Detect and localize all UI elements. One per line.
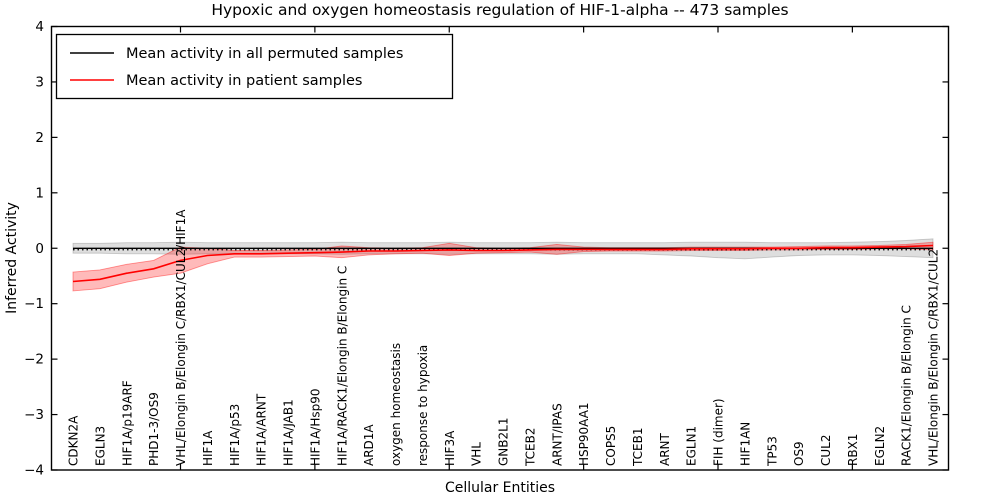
category-label: oxygen homeostasis	[389, 343, 403, 466]
category-label: HIF1AN	[738, 422, 752, 466]
y-axis-label: Inferred Activity	[4, 202, 20, 314]
category-label: GNB2L1	[497, 418, 511, 466]
category-label: TP53	[765, 436, 779, 467]
y-tick-label: 1	[35, 185, 44, 201]
y-tick-label: 2	[35, 130, 44, 146]
category-label: EGLN2	[873, 426, 887, 466]
category-label: COPS5	[604, 426, 618, 466]
category-label: ARD1A	[362, 424, 376, 466]
category-label: HIF1A/Hsp90	[308, 388, 322, 466]
y-tick-label: −2	[24, 352, 44, 368]
category-label: HIF1A/p19ARF	[120, 380, 134, 466]
category-label: HIF1A/RACK1/Elongin B/Elongin C	[335, 266, 349, 466]
category-label: HIF3A	[443, 430, 457, 466]
legend-box	[55, 33, 454, 100]
category-label: VHL/Elongin B/Elongin C/RBX1/CUL2	[927, 249, 941, 466]
category-label: ARNT/IPAS	[550, 403, 564, 466]
category-label: HIF1A/JAB1	[282, 399, 296, 466]
plot-area: 4 3 2 1 0 −1 −2 −3 −4 CDKN2A EGLN3 HIF1A/p19ARF PHD1…	[24, 19, 949, 479]
x-axis-label: Cellular Entities	[445, 480, 555, 496]
category-label: HSP90AA1	[577, 402, 591, 466]
line-patient	[72, 244, 934, 283]
category-label: CUL2	[819, 435, 833, 466]
legend-label-permuted: Mean activity in all permuted samples	[126, 46, 403, 62]
category-label: CDKN2A	[67, 415, 81, 466]
category-label: TCEB1	[631, 428, 645, 467]
category-label: TCEB2	[523, 428, 537, 467]
category-label: RACK1/Elongin B/Elongin C	[900, 305, 914, 466]
band-patient	[72, 241, 934, 292]
chart-title: Hypoxic and oxygen homeostasis regulatio…	[211, 1, 788, 19]
y-tick-label: 0	[35, 241, 44, 257]
y-tick-label: 3	[35, 74, 44, 90]
category-label: EGLN3	[93, 426, 107, 466]
category-label: PHD1-3/OS9	[147, 392, 161, 466]
legend-label-patient: Mean activity in patient samples	[126, 73, 362, 89]
category-label: VHL/Elongin B/Elongin C/RBX1/CUL2/HIF1A	[174, 209, 188, 466]
category-label: VHL	[470, 442, 484, 466]
category-label: ARNT	[658, 432, 672, 466]
plot-border	[50, 25, 950, 471]
category-label: response to hypoxia	[416, 345, 430, 466]
category-label: EGLN1	[685, 426, 699, 466]
legend: Mean activity in all permuted samples Me…	[55, 33, 454, 100]
category-label: HIF1A/p53	[228, 404, 242, 466]
category-label: FIH (dimer)	[712, 398, 726, 466]
y-tick-label: −3	[24, 407, 44, 423]
y-tick-label: 4	[35, 19, 44, 35]
category-label: OS9	[792, 441, 806, 466]
category-label: HIF1A/ARNT	[255, 393, 269, 466]
category-label: HIF1A	[201, 430, 215, 466]
category-label: RBX1	[846, 434, 860, 466]
y-tick-label: −4	[24, 463, 44, 479]
y-tick-label: −1	[24, 296, 44, 312]
